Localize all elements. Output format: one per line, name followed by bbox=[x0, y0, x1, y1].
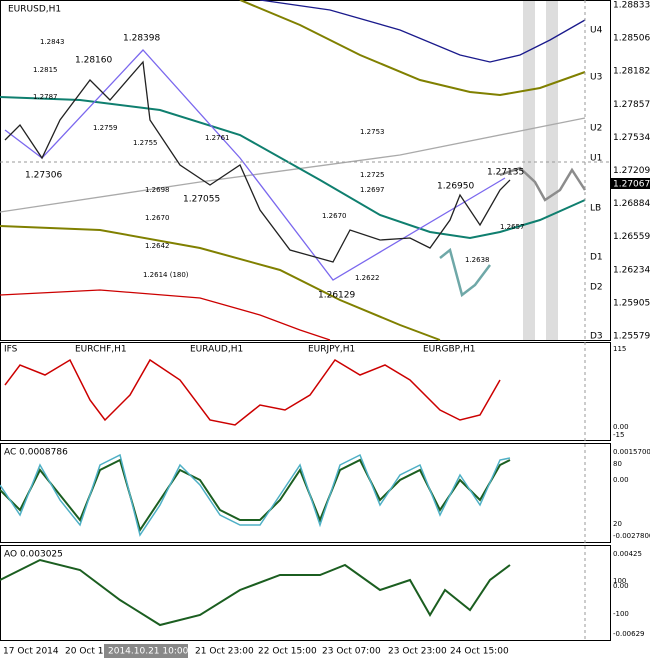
annotations: 1.2843 1.28398 1.28160 1.2815 1.2787 1.2… bbox=[25, 34, 525, 301]
frames bbox=[0, 0, 611, 641]
window-title: EURUSD,H1 bbox=[8, 5, 61, 15]
ac-lines bbox=[0, 453, 511, 537]
current-price-box bbox=[611, 178, 650, 189]
annotation: 1.2657 bbox=[500, 223, 525, 231]
axis-label: 80 bbox=[613, 460, 622, 468]
annotation: 1.2759 bbox=[93, 124, 118, 132]
annotation: 1.2670 bbox=[322, 212, 347, 220]
pair-label: EURCHF,H1 bbox=[75, 345, 127, 355]
annotation: 1.2761 bbox=[205, 134, 230, 142]
time-label: 2014.10.21 10:00 bbox=[108, 647, 189, 657]
axis-label: 0.00 bbox=[613, 423, 629, 431]
time-cursor bbox=[104, 644, 188, 658]
axis-label: 0.00425 bbox=[613, 550, 642, 558]
level-label: LB bbox=[590, 204, 601, 214]
separators bbox=[0, 0, 610, 640]
ifs-lines bbox=[4, 358, 501, 426]
level-label: D3 bbox=[590, 332, 603, 342]
level-label: D2 bbox=[590, 283, 603, 293]
forecast-bands bbox=[523, 1, 558, 340]
pair-label: EURAUD,H1 bbox=[190, 345, 243, 355]
price-label: 1.26234 bbox=[613, 265, 650, 275]
annotation: 1.2755 bbox=[133, 139, 158, 147]
levels: U4 U3 U2 U1 LB D1 D2 D3 bbox=[590, 26, 603, 342]
price-label: 1.25905 bbox=[613, 298, 650, 308]
axes: 1.28833 1.28506 1.28182 1.27857 1.27534 1.272… bbox=[3, 1, 650, 658]
annotation: 1.2725 bbox=[360, 171, 385, 179]
panel-title: AC 0.0008786 bbox=[4, 448, 68, 458]
annotation: 1.2815 bbox=[33, 66, 58, 74]
price-label: 1.28833 bbox=[613, 1, 650, 11]
annotation: 1.2697 bbox=[360, 186, 385, 194]
time-label: 17 Oct 2014 bbox=[3, 647, 59, 657]
annotation: 1.2622 bbox=[355, 274, 380, 282]
price-label: 1.26884 bbox=[613, 199, 650, 209]
level-label: U3 bbox=[590, 73, 602, 83]
price-label: 1.27209 bbox=[613, 166, 650, 176]
annotation: 1.27135 bbox=[487, 168, 524, 178]
time-label: 22 Oct 15:00 bbox=[258, 647, 317, 657]
axis-label: -15 bbox=[613, 431, 624, 439]
level-label: U1 bbox=[590, 154, 602, 164]
annotation: 1.28398 bbox=[123, 34, 160, 44]
time-label: 24 Oct 15:00 bbox=[450, 647, 509, 657]
axis-label: -0.0027800 bbox=[613, 532, 650, 540]
axis-label: 115 bbox=[613, 345, 626, 353]
annotation: 1.27306 bbox=[25, 171, 62, 181]
current-price: 1.27067 bbox=[613, 180, 650, 190]
axis-label: 0.00 bbox=[613, 476, 629, 484]
axis-label: 100 bbox=[613, 577, 626, 585]
annotation: 1.2614 (180) bbox=[143, 271, 189, 279]
annotation: 1.2670 bbox=[145, 214, 170, 222]
price-label: 1.27857 bbox=[613, 100, 650, 110]
axis-label: 0.0015700 bbox=[613, 448, 650, 456]
annotation: 1.2698 bbox=[145, 186, 170, 194]
panel-title: IFS bbox=[4, 345, 18, 355]
price-label: 1.28506 bbox=[613, 34, 650, 44]
time-label: 23 Oct 07:00 bbox=[322, 647, 381, 657]
annotation: 1.2787 bbox=[33, 93, 58, 101]
annotation: 1.27055 bbox=[183, 195, 220, 205]
time-label: 20 Oct 1 bbox=[65, 647, 103, 657]
price-label: 1.26559 bbox=[613, 232, 650, 242]
annotation: 1.2753 bbox=[360, 128, 385, 136]
level-label: U2 bbox=[590, 124, 602, 134]
annotation: 1.26129 bbox=[318, 291, 355, 301]
annotation: 1.2638 bbox=[465, 256, 490, 264]
axis-label: 0.00 bbox=[613, 582, 629, 590]
level-label: D1 bbox=[590, 253, 603, 263]
main-lines bbox=[0, 0, 587, 341]
price-label: 1.25579 bbox=[613, 332, 650, 342]
axis-label: -100 bbox=[613, 610, 629, 618]
pair-label: EURGBP,H1 bbox=[423, 345, 475, 355]
price-label: 1.27534 bbox=[613, 133, 650, 143]
axis-label: -0.00629 bbox=[613, 630, 644, 638]
ao-line bbox=[0, 558, 511, 627]
pair-label: EURJPY,H1 bbox=[308, 345, 355, 355]
price-label: 1.28182 bbox=[613, 67, 650, 77]
annotation: 1.28160 bbox=[75, 56, 112, 66]
annotation: 1.26950 bbox=[437, 182, 474, 192]
annotation: 1.2843 bbox=[40, 38, 65, 46]
annotation: 1.2642 bbox=[145, 242, 170, 250]
axis-label: 20 bbox=[613, 520, 622, 528]
level-label: U4 bbox=[590, 26, 603, 36]
time-label: 23 Oct 23:00 bbox=[388, 647, 447, 657]
panel-title: AO 0.003025 bbox=[4, 550, 63, 560]
time-label: 21 Oct 23:00 bbox=[195, 647, 254, 657]
